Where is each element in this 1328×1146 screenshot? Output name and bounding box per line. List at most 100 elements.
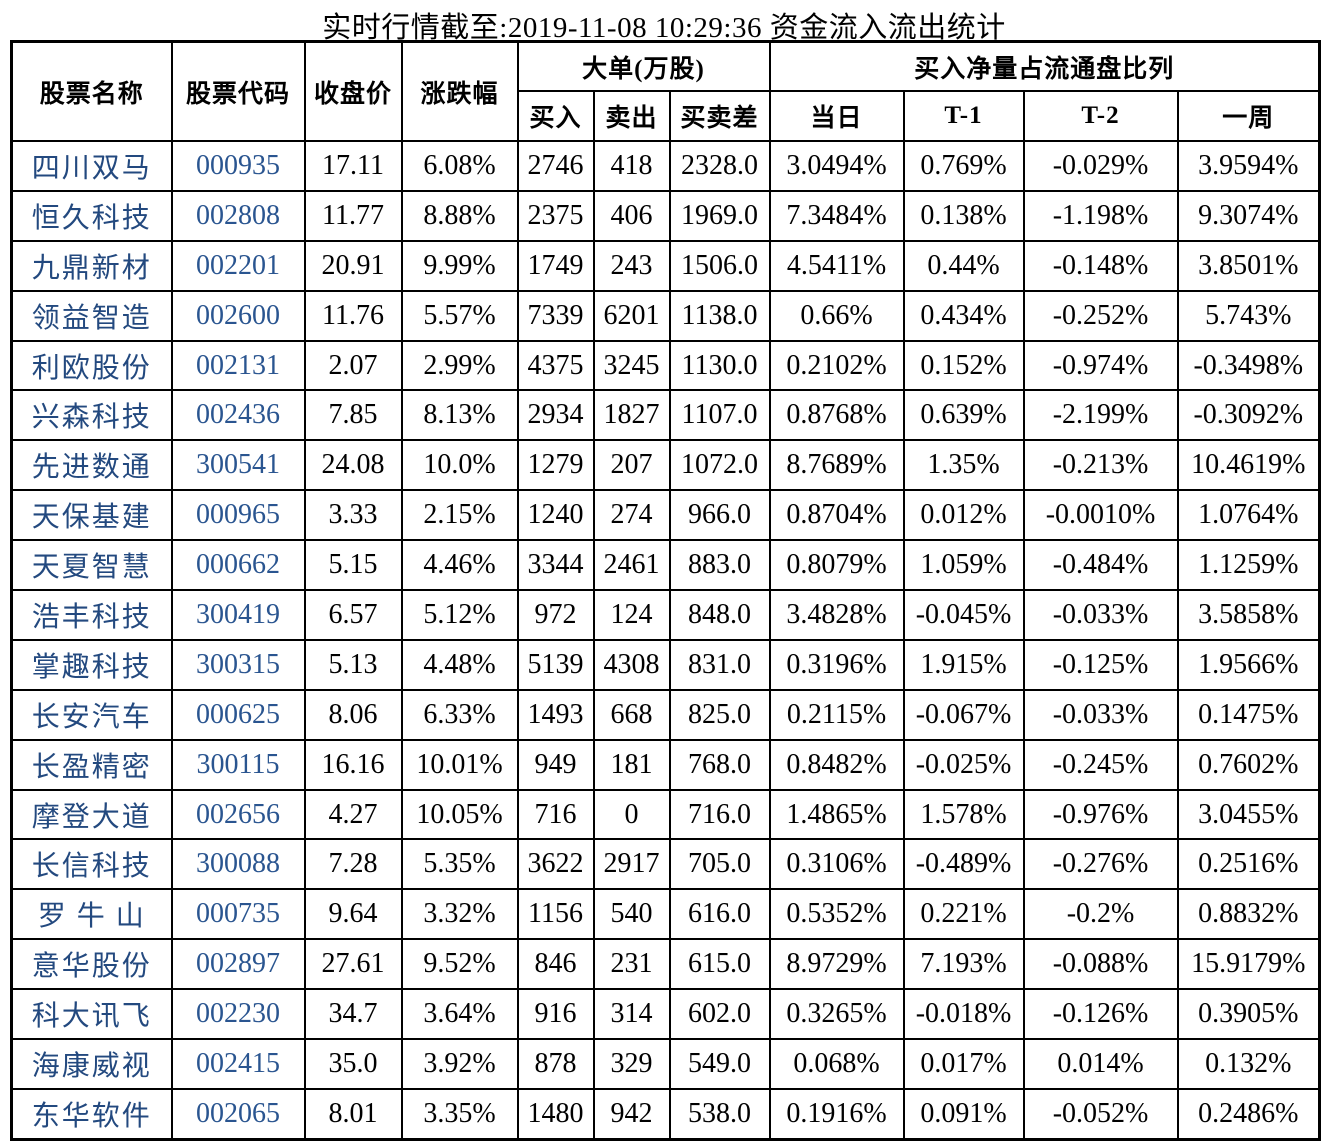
cell-close-price: 9.64 xyxy=(303,888,403,941)
cell-stock-name: 先进数通 xyxy=(10,439,173,492)
cell-ratio-t1: 0.769% xyxy=(902,140,1025,192)
col-group-big-order: 大单(万股) xyxy=(516,40,771,92)
cell-ratio-week: 0.1475% xyxy=(1176,688,1321,741)
cell-stock-code: 002230 xyxy=(170,988,306,1041)
cell-buy-sell-diff: 549.0 xyxy=(668,1038,771,1090)
col-header-ratio-week: 一周 xyxy=(1176,90,1321,142)
cell-ratio-day: 0.8704% xyxy=(768,489,905,542)
cell-ratio-t2: -0.033% xyxy=(1022,589,1179,641)
cell-stock-name: 罗 牛 山 xyxy=(10,888,173,941)
cell-buy-volume: 1240 xyxy=(516,489,595,542)
fund-flow-table: 股票名称 股票代码 收盘价 涨跌幅 大单(万股) 买入净量占流通盘比列 买入 卖… xyxy=(10,40,1322,1141)
cell-ratio-t2: -0.276% xyxy=(1022,838,1179,891)
cell-stock-code: 002201 xyxy=(170,239,306,292)
cell-stock-code: 002808 xyxy=(170,189,306,242)
cell-change-pct: 10.01% xyxy=(400,738,519,791)
cell-buy-sell-diff: 825.0 xyxy=(668,688,771,741)
cell-buy-volume: 2375 xyxy=(516,189,595,242)
cell-ratio-day: 0.3106% xyxy=(768,838,905,891)
cell-change-pct: 5.12% xyxy=(400,589,519,641)
col-header-ratio-t2: T-2 xyxy=(1022,90,1179,142)
cell-ratio-t1: 0.639% xyxy=(902,389,1025,442)
cell-buy-sell-diff: 602.0 xyxy=(668,988,771,1041)
cell-ratio-t2: -0.976% xyxy=(1022,788,1179,841)
cell-ratio-week: 0.7602% xyxy=(1176,738,1321,791)
cell-ratio-day: 3.4828% xyxy=(768,589,905,641)
cell-ratio-t2: -0.974% xyxy=(1022,339,1179,392)
cell-buy-sell-diff: 2328.0 xyxy=(668,140,771,192)
cell-buy-volume: 916 xyxy=(516,988,595,1041)
table-row: 长安汽车 000625 8.06 6.33% 1493 668 825.0 0.2115% -0… xyxy=(10,688,1321,741)
cell-ratio-week: 15.9179% xyxy=(1176,938,1321,991)
cell-ratio-t1: 1.059% xyxy=(902,539,1025,592)
cell-buy-volume: 3344 xyxy=(516,539,595,592)
cell-sell-volume: 942 xyxy=(592,1087,671,1141)
cell-stock-code: 000935 xyxy=(170,140,306,192)
cell-ratio-day: 1.4865% xyxy=(768,788,905,841)
cell-stock-code: 002415 xyxy=(170,1038,306,1090)
table-row: 海康威视 002415 35.0 3.92% 878 329 549.0 0.068% 0.01… xyxy=(10,1038,1321,1090)
table-row: 天夏智慧 000662 5.15 4.46% 3344 2461 883.0 0.8079% 1… xyxy=(10,539,1321,592)
cell-stock-code: 002131 xyxy=(170,339,306,392)
cell-sell-volume: 329 xyxy=(592,1038,671,1090)
table-row: 掌趣科技 300315 5.13 4.48% 5139 4308 831.0 0.3196% 1… xyxy=(10,638,1321,691)
col-header-stock-name: 股票名称 xyxy=(10,40,173,142)
cell-ratio-week: 0.132% xyxy=(1176,1038,1321,1090)
cell-ratio-day: 0.3196% xyxy=(768,638,905,691)
table-row: 东华软件 002065 8.01 3.35% 1480 942 538.0 0.1916% 0.… xyxy=(10,1087,1321,1141)
col-header-close-price: 收盘价 xyxy=(303,40,403,142)
cell-ratio-week: 1.0764% xyxy=(1176,489,1321,542)
cell-ratio-week: 0.2516% xyxy=(1176,838,1321,891)
cell-ratio-t1: 0.012% xyxy=(902,489,1025,542)
cell-stock-name: 掌趣科技 xyxy=(10,638,173,691)
cell-ratio-t1: 1.578% xyxy=(902,788,1025,841)
cell-ratio-t2: -0.033% xyxy=(1022,688,1179,741)
page-title: 实时行情截至:2019-11-08 10:29:36 资金流入流出统计 xyxy=(322,12,1006,44)
cell-ratio-week: 3.8501% xyxy=(1176,239,1321,292)
cell-stock-code: 002656 xyxy=(170,788,306,841)
table-row: 浩丰科技 300419 6.57 5.12% 972 124 848.0 3.4828% -0.… xyxy=(10,589,1321,641)
cell-sell-volume: 406 xyxy=(592,189,671,242)
cell-ratio-t2: -0.148% xyxy=(1022,239,1179,292)
cell-stock-name: 浩丰科技 xyxy=(10,589,173,641)
cell-buy-volume: 1156 xyxy=(516,888,595,941)
cell-ratio-t1: 0.138% xyxy=(902,189,1025,242)
cell-close-price: 20.91 xyxy=(303,239,403,292)
cell-buy-sell-diff: 616.0 xyxy=(668,888,771,941)
col-header-stock-code: 股票代码 xyxy=(170,40,306,142)
cell-sell-volume: 668 xyxy=(592,688,671,741)
col-header-ratio-t1: T-1 xyxy=(902,90,1025,142)
cell-close-price: 24.08 xyxy=(303,439,403,492)
cell-ratio-t2: -0.2% xyxy=(1022,888,1179,941)
cell-ratio-week: 0.2486% xyxy=(1176,1087,1321,1141)
cell-buy-volume: 949 xyxy=(516,738,595,791)
cell-ratio-day: 0.8768% xyxy=(768,389,905,442)
cell-ratio-t1: 0.152% xyxy=(902,339,1025,392)
cell-stock-code: 300115 xyxy=(170,738,306,791)
table-row: 意华股份 002897 27.61 9.52% 846 231 615.0 8.9729% 7.… xyxy=(10,938,1321,991)
cell-ratio-day: 0.5352% xyxy=(768,888,905,941)
cell-stock-name: 长信科技 xyxy=(10,838,173,891)
cell-ratio-week: 9.3074% xyxy=(1176,189,1321,242)
cell-ratio-week: 3.5858% xyxy=(1176,589,1321,641)
cell-buy-volume: 1749 xyxy=(516,239,595,292)
cell-stock-name: 领益智造 xyxy=(10,289,173,342)
cell-ratio-day: 0.8482% xyxy=(768,738,905,791)
cell-sell-volume: 2461 xyxy=(592,539,671,592)
cell-ratio-t1: 0.017% xyxy=(902,1038,1025,1090)
cell-buy-sell-diff: 716.0 xyxy=(668,788,771,841)
table-row: 摩登大道 002656 4.27 10.05% 716 0 716.0 1.4865% 1.57… xyxy=(10,788,1321,841)
cell-ratio-day: 0.068% xyxy=(768,1038,905,1090)
cell-sell-volume: 6201 xyxy=(592,289,671,342)
cell-ratio-day: 8.9729% xyxy=(768,938,905,991)
cell-buy-volume: 878 xyxy=(516,1038,595,1090)
cell-sell-volume: 124 xyxy=(592,589,671,641)
table-header: 股票名称 股票代码 收盘价 涨跌幅 大单(万股) 买入净量占流通盘比列 买入 卖… xyxy=(10,40,1321,142)
cell-close-price: 35.0 xyxy=(303,1038,403,1090)
cell-close-price: 5.13 xyxy=(303,638,403,691)
cell-ratio-t1: -0.025% xyxy=(902,738,1025,791)
cell-stock-code: 002436 xyxy=(170,389,306,442)
cell-ratio-day: 0.1916% xyxy=(768,1087,905,1141)
cell-ratio-day: 0.2115% xyxy=(768,688,905,741)
cell-sell-volume: 540 xyxy=(592,888,671,941)
